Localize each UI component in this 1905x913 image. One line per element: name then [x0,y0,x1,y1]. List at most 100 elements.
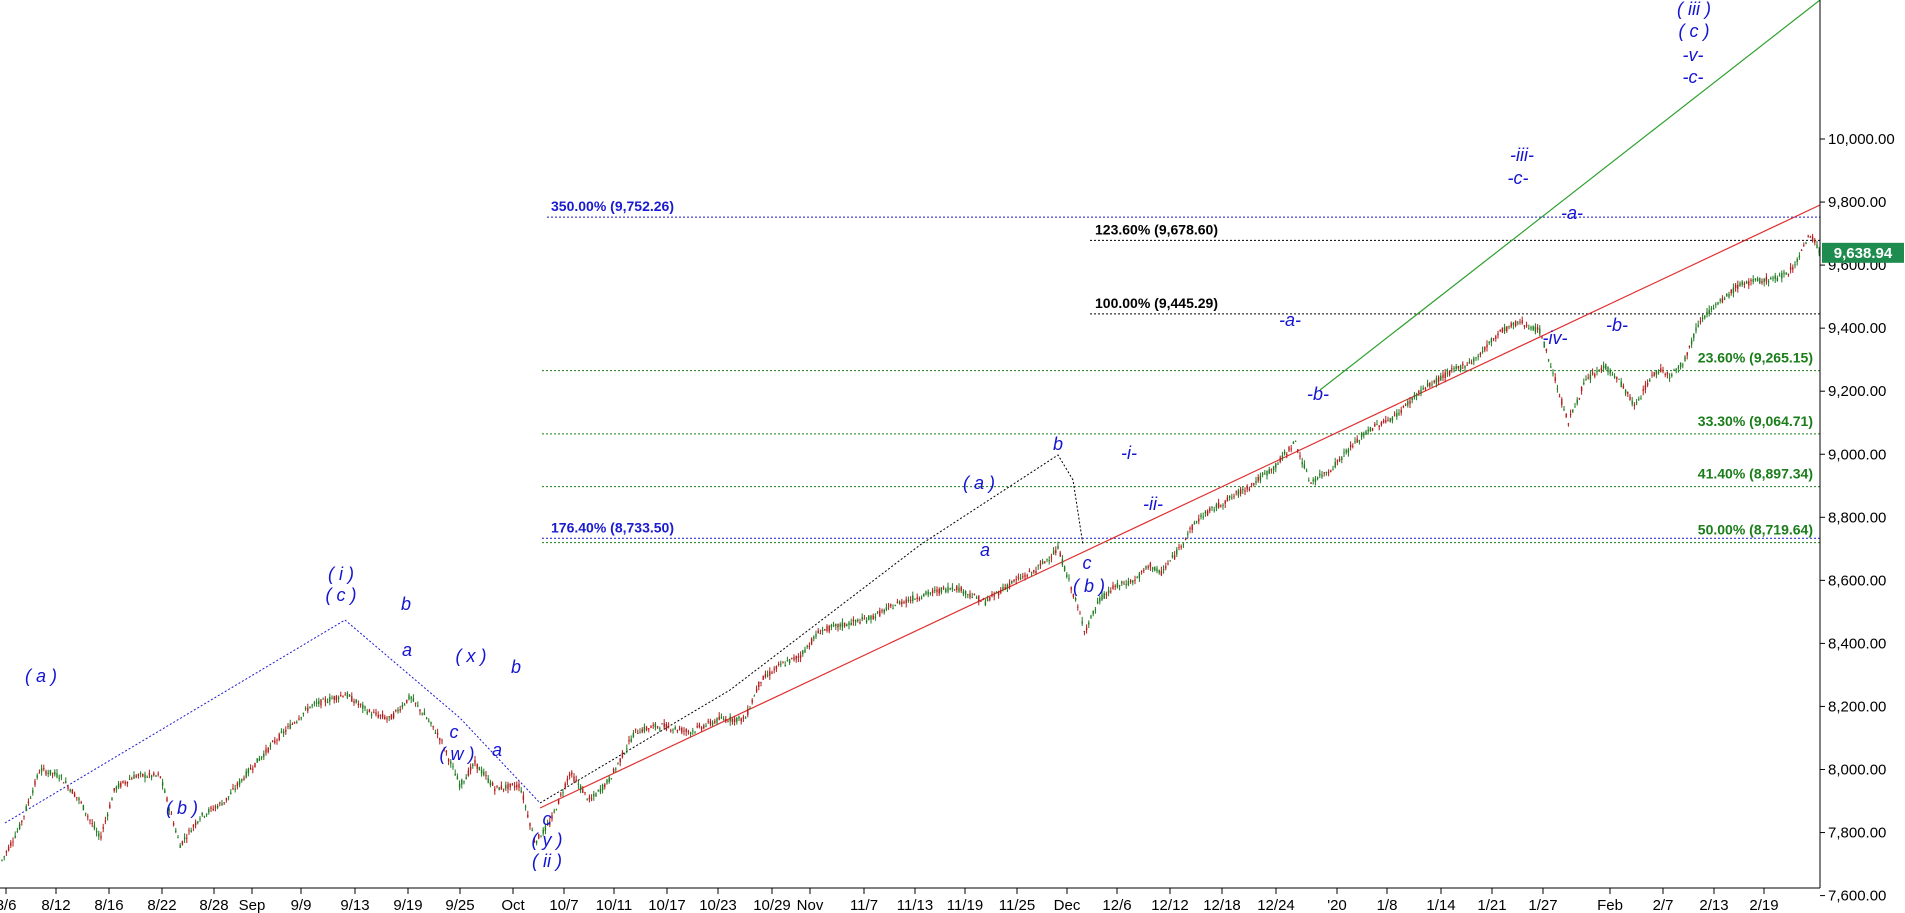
candle-body [10,842,12,846]
candle-body [221,803,223,806]
candle-body [379,714,382,716]
candle-body [544,826,547,831]
candle-body [1596,371,1598,373]
candle-body [1422,388,1424,390]
candle-body [661,723,663,725]
candle-body [82,805,85,811]
candle-body [1602,365,1605,369]
candle-body [439,738,441,741]
candle-body [23,815,25,817]
candle-body [846,624,848,627]
candle-body [137,774,140,776]
candle-body [1264,473,1266,475]
candle-body [1534,326,1537,332]
candle-body [197,821,199,823]
y-tick-label: 10,000.00 [1828,131,1895,148]
candle-body [1235,491,1237,493]
candle-body [236,783,239,786]
candle-body [615,768,617,770]
candle-body [571,772,573,775]
candle-body [1396,412,1398,417]
candle-body [1118,585,1121,587]
candle-body [1448,370,1451,376]
candle-body [1391,417,1394,421]
candle-body [58,777,60,779]
candle-body [1085,627,1088,630]
wave-label: b [401,594,411,614]
candle-body [357,703,360,705]
candle-body [1171,555,1174,558]
candle-body [1090,615,1092,618]
candle-body [1338,459,1341,461]
candle-body [1721,298,1724,303]
candle-body [1297,449,1299,452]
candle-body [5,851,8,853]
candle-body [1528,328,1530,330]
candle-body [1737,284,1739,289]
candle-body [1266,470,1268,476]
x-tick-label: Nov [797,897,824,913]
candle-body [1611,374,1614,376]
candle-body [1609,369,1611,374]
candle-body [1532,326,1534,331]
candle-body [934,589,936,591]
candle-body [1701,317,1704,319]
candle-body [610,778,613,780]
candle-body [326,701,329,703]
candle-body [1695,327,1697,332]
candle-body [1288,447,1290,451]
wave-label: -i- [1121,443,1137,463]
candle-body [1723,298,1726,300]
candle-body [916,597,918,599]
y-tick-label: 8,600.00 [1828,572,1886,589]
candle-body [1675,369,1677,371]
wave-label: ( b ) [1073,576,1105,596]
candle-body [1134,579,1136,582]
candle-body [1688,345,1691,347]
candle-body [824,629,826,631]
candle-body [1024,574,1026,577]
candle-body [1407,401,1409,406]
candle-body [18,823,21,830]
candle-body [989,597,991,601]
candle-body [557,799,560,804]
candle-body [760,681,762,683]
candle-body [1026,575,1028,577]
candle-body [78,798,80,801]
candle-body [997,591,1000,596]
candle-body [920,597,923,599]
candle-body [672,729,674,731]
candle-body [414,702,417,704]
candle-body [749,708,751,710]
candle-body [1778,275,1781,277]
candle-body [865,620,868,623]
candle-body [287,726,289,728]
candle-body [36,775,38,778]
candle-body [300,717,302,719]
candle-body [1442,374,1444,378]
wave-label: c [543,809,552,829]
candle-body [830,625,833,627]
fib-label: 123.60% (9,678.60) [1095,221,1218,237]
candle-body [67,785,69,789]
candle-body [654,723,657,728]
candle-body [839,624,841,627]
candle-body [192,825,195,827]
candle-body [199,818,201,820]
candle-body [329,697,331,702]
candle-body [128,778,131,780]
fibonacci-levels [542,216,1820,544]
candle-body [804,649,806,653]
candle-body [962,591,965,595]
candle-body [340,695,342,697]
candle-body [362,704,364,709]
candle-body [766,674,769,676]
candle-body [1578,398,1581,400]
candle-body [923,593,925,597]
candle-body [529,823,531,827]
candle-body [1715,303,1717,305]
candle-body [1536,327,1539,330]
candle-body [1677,367,1680,369]
candle-body [520,790,522,793]
candle-body [1015,579,1017,581]
